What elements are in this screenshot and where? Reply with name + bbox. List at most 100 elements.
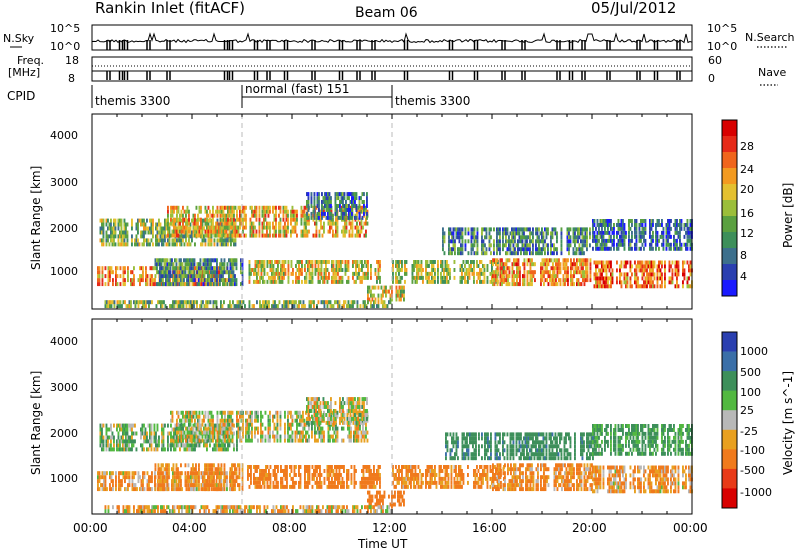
power-cell	[308, 304, 311, 309]
power-cell	[553, 278, 556, 283]
power-cell	[193, 266, 195, 271]
power-cell	[461, 239, 464, 244]
power-cell	[401, 289, 404, 294]
power-cell	[565, 270, 568, 275]
power-cell	[198, 278, 200, 283]
power-cell	[320, 260, 323, 264]
velocity-cell	[177, 443, 180, 448]
power-cell	[544, 239, 546, 244]
power-cell	[254, 268, 257, 272]
power-cell	[599, 268, 602, 273]
power-cell	[173, 304, 176, 309]
power-cell	[529, 251, 531, 256]
power-cell	[505, 262, 508, 267]
power-cell	[405, 268, 408, 272]
velocity-cell	[213, 431, 216, 436]
power-cell	[107, 282, 110, 287]
power-cell	[99, 238, 102, 243]
power-cell	[179, 225, 181, 230]
power-cell	[230, 205, 232, 210]
power-cell	[499, 274, 502, 279]
power-cell	[227, 213, 229, 218]
power-cell	[187, 274, 190, 279]
power-cell	[488, 235, 491, 240]
power-cell	[222, 221, 225, 226]
power-cell	[523, 227, 525, 232]
power-cell	[171, 205, 174, 210]
power-cell	[230, 304, 233, 309]
power-cell	[229, 270, 232, 275]
power-cell	[559, 266, 562, 271]
power-cell	[284, 300, 287, 305]
power-cell	[569, 235, 572, 240]
power-cell	[685, 242, 687, 247]
velocity-cell	[143, 423, 145, 428]
power-cell	[224, 225, 226, 230]
power-cell	[401, 260, 403, 264]
power-cell	[112, 282, 114, 287]
power-cell	[526, 235, 528, 240]
power-cell	[428, 279, 430, 284]
velocity-cell	[173, 443, 175, 448]
power-cell	[287, 225, 289, 230]
power-cell	[521, 247, 524, 252]
power-cell	[197, 229, 199, 234]
power-cell	[114, 230, 117, 235]
power-cell	[234, 274, 236, 279]
power-cell	[171, 282, 173, 287]
power-cell	[167, 230, 169, 235]
power-cell	[620, 272, 623, 277]
power-cell	[206, 304, 209, 309]
power-cell	[613, 242, 615, 247]
power-cell	[468, 275, 471, 280]
power-cell	[312, 209, 315, 214]
power-cell	[272, 304, 275, 309]
power-cell	[99, 226, 102, 231]
velocity-cell	[236, 443, 238, 448]
velocity-cell	[143, 471, 146, 476]
power-cell	[307, 200, 310, 204]
velocity-cell	[131, 475, 134, 480]
power-cell	[331, 279, 333, 284]
power-cell	[266, 221, 268, 226]
power-cell	[550, 258, 553, 263]
velocity-cell	[99, 439, 102, 444]
power-cell	[196, 262, 199, 267]
power-cell	[332, 233, 334, 238]
power-cell	[420, 264, 423, 268]
power-cell	[204, 270, 206, 275]
power-cell	[622, 219, 624, 223]
power-cell	[577, 270, 580, 275]
power-cell	[137, 304, 140, 309]
power-cell	[689, 219, 692, 223]
velocity-cell	[109, 483, 111, 488]
power-cell	[252, 209, 255, 214]
power-cell	[491, 279, 493, 284]
power-cell	[679, 238, 681, 243]
power-cell	[225, 213, 228, 218]
velocity-cell	[101, 435, 103, 440]
velocity-cell	[112, 479, 114, 484]
power-cell	[201, 242, 204, 247]
power-cell	[649, 276, 651, 281]
power-cell	[123, 234, 126, 239]
velocity-cell	[137, 475, 140, 480]
power-cell	[460, 247, 462, 252]
power-cell	[392, 268, 394, 272]
velocity-cell	[123, 423, 126, 428]
power-cell	[305, 205, 307, 210]
power-cell	[544, 266, 547, 271]
power-cell	[564, 282, 566, 287]
power-cell	[416, 264, 418, 268]
velocity-cell	[147, 439, 150, 444]
power-cell	[683, 260, 686, 265]
velocity-cell	[140, 443, 142, 448]
power-cell	[367, 268, 369, 272]
power-cell	[441, 264, 444, 268]
power-cell	[206, 213, 208, 218]
power-cell	[511, 251, 513, 256]
velocity-cell	[167, 487, 170, 492]
velocity-cell	[206, 439, 208, 444]
power-cell	[113, 242, 115, 247]
power-cell	[442, 239, 444, 244]
